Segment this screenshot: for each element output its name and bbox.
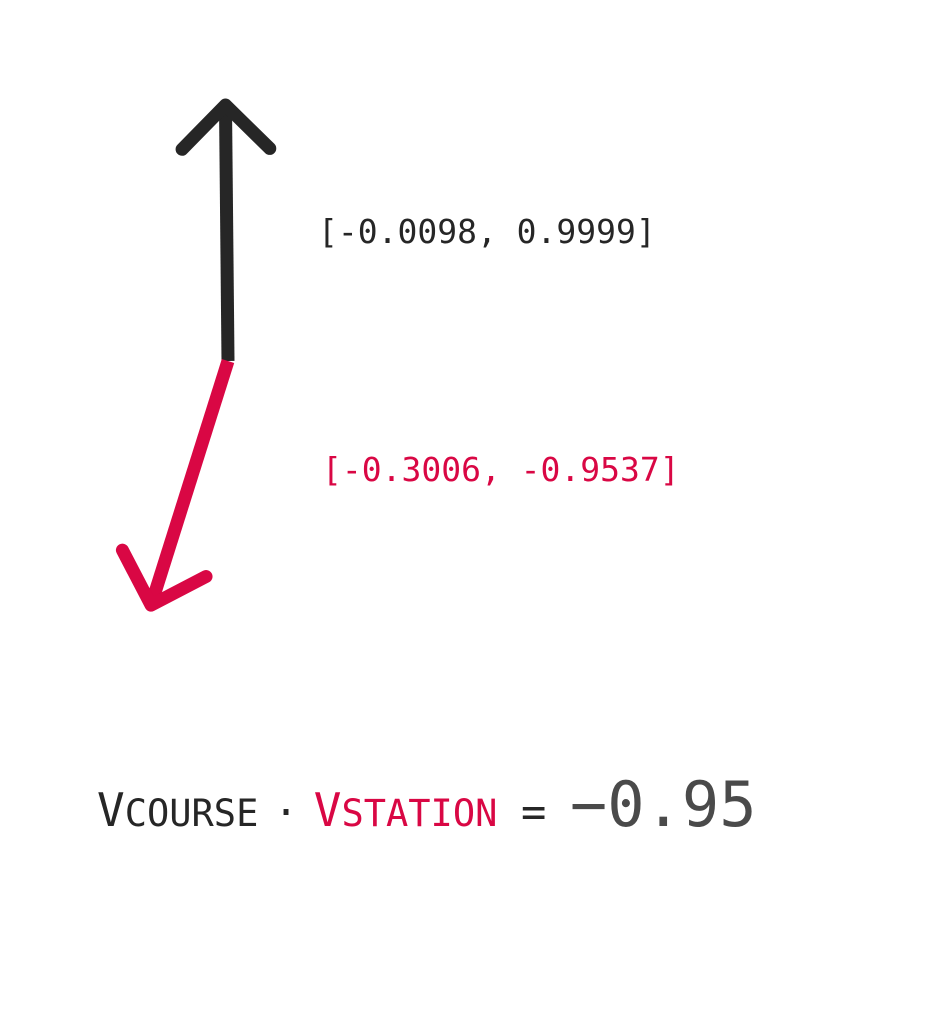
equals-sign: = [521,787,546,836]
dot-operator: · [274,790,298,836]
course-vector-arrowhead [175,98,277,156]
station-vector-shaft [145,359,235,606]
station-symbol: V [314,783,342,837]
course-symbol: V [97,783,125,837]
course-vector-label: [-0.0098, 0.9999] [318,212,656,251]
station-symbol-subscript: STATION [341,792,497,835]
dot-product-result: −0.95 [570,768,757,841]
course-vector-arrow [175,98,277,362]
station-vector-label: [-0.3006, -0.9537] [322,450,680,489]
station-vector-arrowhead [115,543,213,612]
station-vector-arrow [115,359,235,612]
course-symbol-subscript: COURSE [125,792,259,835]
dot-product-equation: VCOURSE · VSTATION = −0.95 [97,768,757,841]
course-vector-shaft [219,106,235,362]
